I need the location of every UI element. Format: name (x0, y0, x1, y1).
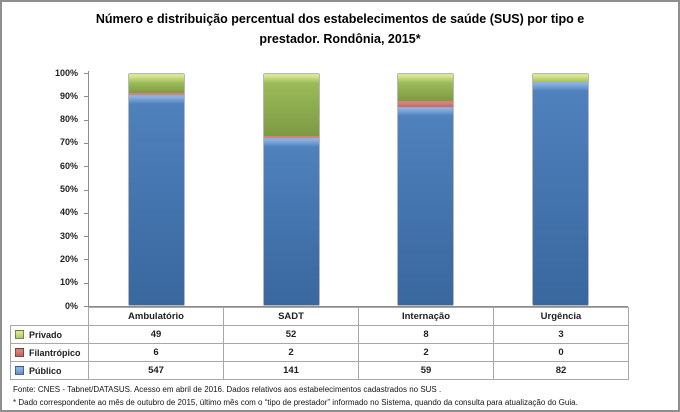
category-header-ambulatório: Ambulatório (88, 307, 224, 326)
bar-segment-publico (398, 107, 454, 305)
bar-segment-filantropico (398, 100, 454, 108)
category-header-urgência: Urgência (493, 307, 629, 326)
stacked-bar-2 (397, 73, 455, 306)
legend-label-privado: Privado (10, 325, 89, 344)
bar-slot-1 (224, 73, 359, 306)
y-tick-mark (84, 282, 88, 284)
y-tick-label: 100% (54, 67, 78, 78)
y-tick-label: 20% (59, 253, 78, 264)
table-header-row: Ambulatório SADT Internação Urgência (11, 307, 629, 326)
y-tick-mark (84, 73, 88, 74)
y-tick-label: 90% (59, 90, 78, 101)
value-cell-publico: 141 (223, 361, 359, 380)
value-cell-publico: 82 (493, 361, 629, 380)
bar-slot-3 (493, 73, 628, 306)
y-tick-mark (84, 212, 88, 214)
y-tick-mark (84, 166, 88, 168)
data-table: Ambulatório SADT Internação Urgência Privado… (10, 307, 629, 380)
value-cell-privado: 49 (88, 325, 224, 344)
table-corner-cell (11, 308, 89, 326)
table-row-filantropico: Filantrópico 6 2 2 0 (10, 343, 629, 362)
y-axis: 0% 10% 20% 30% 40% 50% 60% 70% 80% 90% 100% (0, 68, 88, 311)
data-table-body: Ambulatório SADT Internação Urgência Privado… (10, 307, 629, 380)
y-tick-label: 40% (59, 207, 78, 218)
category-header-sadt: SADT (223, 307, 359, 326)
y-tick-label: 50% (59, 184, 78, 194)
footer-notes: Fonte: CNES - Tabnet/DATASUS. Acesso em … (13, 383, 672, 409)
bar-segment-publico (533, 82, 589, 305)
bar-segment-privado (263, 74, 319, 136)
chart-title-line2: prestador. Rondônia, 2015* (259, 32, 421, 46)
table-row-privado: Privado 49 52 8 3 (10, 325, 629, 344)
table-row-publico: Público 547 141 59 82 (10, 361, 629, 380)
y-tick-label: 80% (59, 114, 78, 125)
value-cell-filantropico: 2 (223, 343, 359, 362)
value-cell-filantropico: 6 (88, 343, 224, 362)
value-cell-privado: 52 (223, 325, 359, 344)
y-tick-mark (84, 189, 88, 191)
bar-segment-filantropico (128, 92, 184, 96)
chart-title: Número e distribuição percentual dos est… (0, 9, 680, 49)
value-cell-privado: 3 (493, 325, 629, 344)
value-cell-publico: 547 (88, 361, 224, 380)
legend-label-filantropico: Filantrópico (10, 343, 89, 362)
bar-segment-filantropico (263, 135, 319, 138)
y-tick-mark (84, 142, 88, 144)
stacked-bar-1 (262, 73, 320, 306)
y-tick-label: 70% (59, 137, 78, 148)
legend-key-publico (15, 365, 24, 375)
y-tick-label: 60% (59, 160, 78, 171)
value-cell-filantropico: 2 (358, 343, 494, 362)
bar-slot-2 (359, 73, 494, 306)
legend-key-privado (15, 329, 24, 339)
legend-label-publico: Público (10, 361, 89, 380)
bar-segment-privado (398, 74, 454, 101)
plot-area (89, 73, 628, 306)
value-cell-filantropico: 0 (493, 343, 629, 362)
chart-title-line1: Número e distribuição percentual dos est… (95, 12, 585, 26)
y-tick-mark (84, 259, 88, 261)
bar-slot-0 (89, 73, 224, 306)
y-tick-label: 10% (59, 277, 78, 288)
y-tick-label: 0% (64, 300, 78, 311)
y-axis-line (88, 71, 89, 307)
bar-segment-publico (128, 95, 184, 305)
category-header-internação: Internação (358, 307, 494, 326)
source-note: Fonte: CNES - Tabnet/DATASUS. Acesso em … (13, 385, 442, 394)
y-tick-mark (84, 236, 88, 238)
x-axis-line (84, 306, 628, 307)
stacked-bar-3 (532, 73, 590, 306)
bar-segment-publico (263, 137, 319, 305)
y-tick-mark (84, 119, 88, 121)
bar-segment-privado (533, 74, 589, 83)
value-cell-publico: 59 (358, 361, 494, 380)
value-cell-privado: 8 (358, 325, 494, 344)
bar-segment-privado (128, 74, 184, 93)
legend-key-filantropico (15, 347, 24, 357)
stacked-bar-0 (127, 73, 185, 306)
y-tick-mark (84, 96, 88, 98)
y-tick-label: 30% (59, 230, 78, 241)
asterisk-note: * Dado correspondente ao mês de outubro … (13, 398, 578, 407)
